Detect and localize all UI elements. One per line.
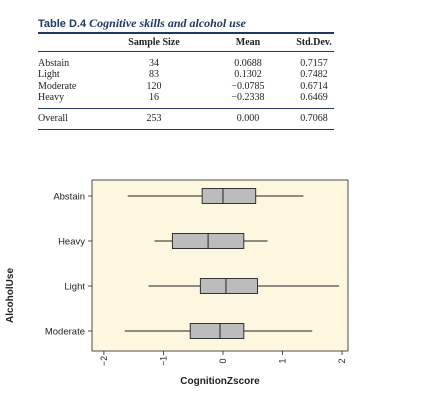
plot-panel <box>91 179 349 352</box>
table-cell: 16 <box>149 92 159 104</box>
table-cell: 0.7068 <box>300 112 328 124</box>
y-axis-label: AlcoholUse <box>5 268 16 323</box>
table-cell: 253 <box>146 112 162 124</box>
table-rule-top <box>38 32 334 34</box>
y-tick-label: Abstain <box>53 192 85 203</box>
table-title: Table D.4 Cognitive skills and alcohol u… <box>38 14 334 32</box>
y-tick-label: Moderate <box>45 327 85 338</box>
table-cell: Heavy <box>38 92 65 104</box>
table-label: Table D.4 <box>38 18 87 30</box>
table-cell: −0.2338 <box>231 92 265 104</box>
table-cell: 0.7482 <box>300 69 328 81</box>
table-header-cell: Std.Dev. <box>296 36 332 48</box>
table-header-cell: Sample Size <box>128 36 180 48</box>
table-cell: 0.6469 <box>300 92 328 104</box>
table-row: Heavy 16 −0.2338 0.6469 <box>38 92 334 104</box>
table-cell: Overall <box>38 112 68 124</box>
table-cell: Moderate <box>38 80 77 92</box>
x-tick-label: −1 <box>158 356 168 366</box>
box-iqr <box>199 278 258 294</box>
table-overall-row: Overall 253 0.000 0.7068 <box>38 113 334 125</box>
table-cell: −0.0785 <box>231 80 265 92</box>
table-cell: 0.1302 <box>234 69 262 81</box>
table-cell: 120 <box>146 80 162 92</box>
table-caption: Cognitive skills and alcohol use <box>89 16 246 30</box>
table-cell: 0.7157 <box>300 57 328 69</box>
x-tick-label: 0 <box>218 358 228 363</box>
x-tick-label: 2 <box>337 358 347 363</box>
table-cell: Light <box>38 69 60 81</box>
box-iqr <box>189 323 245 339</box>
x-axis-label: CognitionZscore <box>180 376 260 387</box>
x-tick-label: −2 <box>99 356 109 366</box>
y-tick-label: Light <box>64 282 85 293</box>
table-cell: Abstain <box>38 57 70 69</box>
table-cell: 0.000 <box>236 112 260 124</box>
table-cell: 34 <box>149 57 159 69</box>
table-cell: 0.0688 <box>234 57 262 69</box>
table-cell: 0.6714 <box>300 80 328 92</box>
table-header-cell: Mean <box>235 36 261 48</box>
x-tick-label: 1 <box>278 358 288 363</box>
table-cell: 83 <box>149 69 159 81</box>
table-rule-header <box>38 50 334 52</box>
table-row: Abstain 34 0.0688 0.7157 <box>38 58 334 70</box>
table-rule-bottom <box>38 129 334 131</box>
data-table: Table D.4 Cognitive skills and alcohol u… <box>38 14 334 131</box>
table-rule-overall <box>38 107 334 109</box>
box-iqr <box>201 188 257 204</box>
y-tick-label: Heavy <box>58 237 85 248</box>
table-row: Light 83 0.1302 0.7482 <box>38 69 334 81</box>
table-header-row: Sample Size Mean Std.Dev. <box>38 34 334 51</box>
table-row: Moderate 120 −0.0785 0.6714 <box>38 81 334 93</box>
